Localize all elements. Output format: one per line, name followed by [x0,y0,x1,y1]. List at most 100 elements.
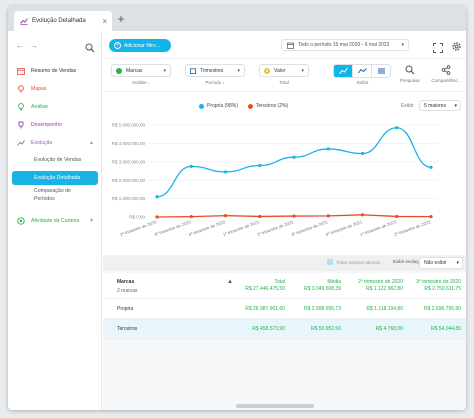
sidebar-subitem-evolucao-detalhada[interactable]: Evolução Detalhada [12,171,98,185]
data-point-terceiros [360,213,365,217]
chevron-down-icon: ▾ [163,67,166,74]
new-tab-button[interactable]: + [117,12,125,26]
chevron-up-icon[interactable]: ▲ [89,140,94,146]
view-area-chart-button[interactable] [353,65,372,77]
legend-dot [247,103,253,109]
back-arrow-icon[interactable]: ← [16,41,24,50]
col-header-q2-2020[interactable]: 2º trimestre de 2020 [358,279,403,285]
chevron-down-icon: ▾ [456,260,459,266]
show-top-value: 5 maiores [424,102,446,109]
share-button[interactable]: Compartilhar... [429,63,463,89]
col-header-q3-2020[interactable]: 3º trimestre de 2020 [416,279,461,285]
map-pin-icon [17,85,25,93]
row-name: Terceiros [117,326,138,332]
sidebar: ← → Resumo de Vendas Mapas Análise Desem… [8,31,102,410]
show-top-label: Exibir [401,103,414,109]
x-tick-label: 4º trimestre de 2021 [325,219,364,237]
legend-item-propria[interactable]: Propria (98%) [199,103,238,109]
data-point-terceiros [429,215,433,219]
cell-total: R$ 458.573,90 [252,326,285,332]
gear-icon[interactable] [451,39,462,51]
line-chart-icon [338,67,348,75]
line-chart: R$ 5.000.000,00 R$ 4.000.000,00 R$ 3.000.0… [112,123,439,237]
sidebar-subitem-comparacao[interactable]: Comparação de [34,188,71,194]
table-row[interactable]: Propria R$ 26.987.901,60 R$ 2.998.655,73… [103,299,466,319]
y-tick-label: R$ 0,00 [129,215,145,220]
view-line-chart-button[interactable] [334,65,353,77]
sidebar-item-mapas[interactable]: Mapas [12,81,98,97]
table-row[interactable]: Terceiros R$ 458.573,90 R$ 50.952,66 R$ … [103,319,466,339]
data-point-propria [292,155,296,159]
expand-icon[interactable] [433,40,443,53]
trophy-icon [17,121,25,129]
data-point-terceiros [258,214,262,219]
nav-row: ← → [8,35,102,59]
data-point-terceiros [155,215,159,219]
y-tick-label: R$ 2.000.000,00 [112,178,146,183]
data-point-propria [326,147,330,151]
calendar-icon [190,67,196,74]
col-header-total[interactable]: Total [274,279,285,285]
chart-area: Propria (98%) Terceiros (2%) Exibir 5 ma… [103,93,466,255]
chevron-down-icon[interactable]: ▼ [89,218,94,224]
select-label: Valor [274,67,286,74]
sidebar-item-desempenho[interactable]: Desempenho [12,117,98,133]
checkbox-label: Totais sempre abertos [336,259,381,265]
show-evolution-value: Não exibir [424,260,447,266]
tab-evolucao-detalhada[interactable]: Evolução Detalhada × [14,11,112,31]
dimension-select-marcas[interactable]: Marcas ▾ [111,64,171,77]
legend-name: Propria [207,103,224,109]
view-caption: Exibir [357,80,369,85]
sort-icon[interactable]: ▲ [227,279,233,285]
sidebar-item-label: Resumo de Vendas [31,68,77,74]
totals-always-open-checkbox[interactable]: Totais sempre abertos [327,259,380,265]
measure-select-valor[interactable]: $ Valor ▾ [259,64,309,77]
sidebar-subitem-evolucao-de-vendas[interactable]: Evolução de Vendas [34,157,82,163]
sidebar-subitem-periodos[interactable]: Períodos [34,196,55,202]
add-filter-button[interactable]: + Adicionar filtro... [109,39,171,52]
show-top-select[interactable]: 5 maiores ▾ [419,100,461,111]
sidebar-item-label: Evolução [31,140,53,146]
search-icon[interactable] [85,40,95,53]
col-header-marcas[interactable]: Marcas [117,279,135,285]
cell-media: R$ 2.998.655,73 [304,306,341,312]
search-icon [405,65,415,75]
x-tick-label: 2º trimestre de 2021 [256,219,295,237]
forward-arrow-icon[interactable]: → [30,41,38,50]
cell-q2: R$ 4.768,00 [375,326,403,332]
target-icon [17,217,25,225]
dollar-icon: $ [264,67,270,74]
horizontal-scrollbar[interactable] [236,404,314,408]
data-point-terceiros [223,214,228,218]
data-point-propria [155,195,159,199]
view-list-button[interactable] [372,65,390,77]
y-tick-label: R$ 4.000.000,00 [112,141,146,146]
dimension-dot-icon [116,67,122,74]
cell-q3: R$ 2.696.766,90 [424,306,461,312]
dimension-select-trimestres[interactable]: Trimestres ▾ [185,64,245,77]
checkbox-icon [327,259,333,265]
y-tick-label: R$ 1.000.000,00 [112,196,146,201]
date-range-selector[interactable]: Todo o período 15 mai 2020 - 6 mai 2022 … [281,39,409,51]
sidebar-item-atividade-da-carteira[interactable]: Atividade da Carteira ▼ [12,213,98,229]
col-header-media[interactable]: Média [327,279,341,285]
chevron-down-icon: ▾ [401,42,404,48]
tab-title: Evolução Detalhada [32,18,86,24]
sidebar-item-resumo-de-vendas[interactable]: Resumo de Vendas [12,63,98,79]
close-tab-icon[interactable]: × [102,16,107,26]
show-evolution-select[interactable]: Não exibir ▾ [419,257,463,269]
sidebar-item-analise[interactable]: Análise [12,99,98,115]
select-caption: Período ↓ [205,80,225,85]
search-button[interactable]: Pesquisar [393,63,427,89]
sidebar-item-label: Análise [31,104,49,110]
chart-legend: Propria (98%) Terceiros (2%) [199,103,298,109]
legend-item-terceiros[interactable]: Terceiros (2%) [247,103,288,109]
legend-name: Terceiros [255,103,277,109]
select-label: Trimestres [200,67,224,74]
sidebar-item-evolucao[interactable]: Evolução ▲ [12,135,98,151]
table-section: Totais sempre abertos Exibir evolução Nã… [103,255,466,410]
calendar-icon [287,42,294,49]
chevron-down-icon: ▾ [454,102,457,109]
calendar-icon [17,67,25,75]
data-table: Marcas 2 marcas ▲ Total R$ 27.446.475,50… [103,273,466,339]
